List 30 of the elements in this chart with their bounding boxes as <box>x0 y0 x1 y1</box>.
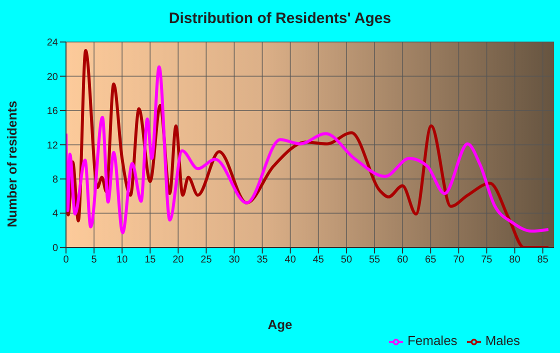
x-axis-title: Age <box>266 317 294 332</box>
y-tick-label: 0 <box>52 242 58 254</box>
chart-title: Distribution of Residents' Ages <box>168 10 392 27</box>
x-tick-label: 55 <box>368 254 381 266</box>
x-tick-label: 30 <box>228 254 240 266</box>
x-tick-label: 5 <box>91 254 98 266</box>
x-tick-label: 60 <box>396 254 409 266</box>
x-tick-label: 80 <box>509 254 521 266</box>
x-tick-label: 35 <box>256 254 268 266</box>
y-tick-label: 24 <box>46 38 58 49</box>
x-tick-label: 40 <box>284 254 296 266</box>
y-tick-label: 20 <box>46 72 58 83</box>
y-tick-label: 12 <box>46 140 58 152</box>
legend-label: Males <box>485 333 520 348</box>
y-tick-label: 8 <box>52 174 58 186</box>
x-tick-label: 20 <box>172 254 184 266</box>
x-tick-label: 75 <box>481 254 493 266</box>
x-tick-label: 85 <box>537 254 549 266</box>
x-tick-label: 65 <box>425 254 437 266</box>
y-tick-label: 4 <box>52 208 58 220</box>
x-tick-label: 15 <box>144 254 156 266</box>
y-tick-label: 16 <box>46 106 58 118</box>
x-tick-label: 10 <box>116 254 128 266</box>
x-tick-label: 50 <box>340 254 352 266</box>
y-axis-title: Number of residents <box>4 100 20 227</box>
x-tick-label: 70 <box>453 254 465 266</box>
x-tick-label: 45 <box>312 254 324 266</box>
legend-label: Females <box>407 333 458 348</box>
x-tick-label: 0 <box>63 254 70 266</box>
x-tick-label: 25 <box>200 254 212 266</box>
